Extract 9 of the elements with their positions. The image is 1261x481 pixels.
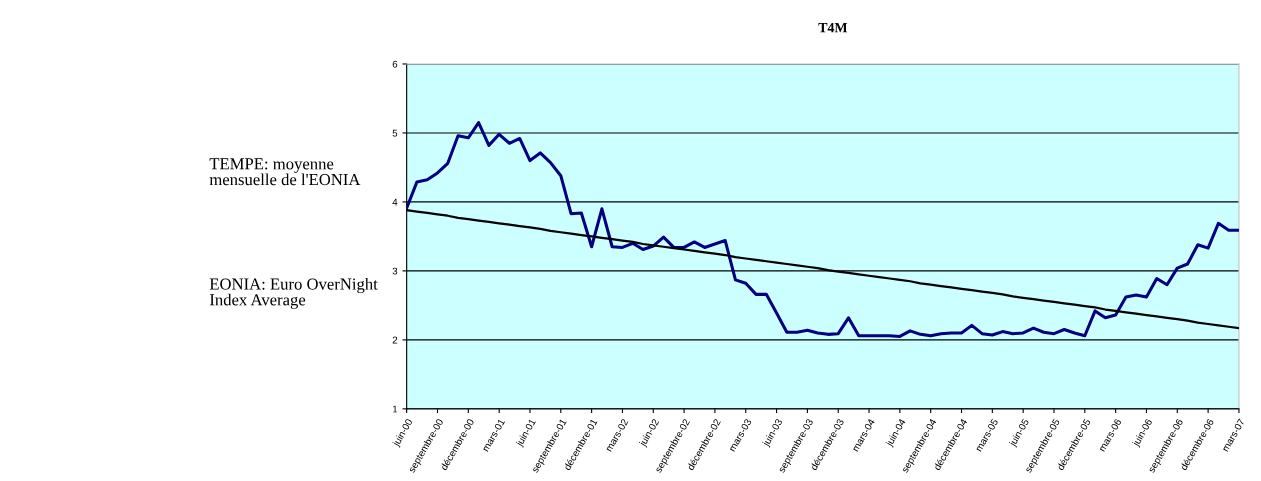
text: TEMPE: moyenne mensuelle de l'EONIA — [209, 158, 361, 186]
y-tick-label: 4 — [392, 198, 398, 206]
y-tick-label: 5 — [392, 129, 398, 137]
y-tick-label: 2 — [392, 336, 398, 344]
y-tick-label: 6 — [392, 60, 398, 68]
y-tick-label: 3 — [392, 267, 398, 275]
chart-title: T4M — [818, 23, 848, 33]
y-tick-label: 1 — [392, 405, 398, 413]
text: EONIA: Euro OverNight Index Average — [209, 277, 378, 309]
